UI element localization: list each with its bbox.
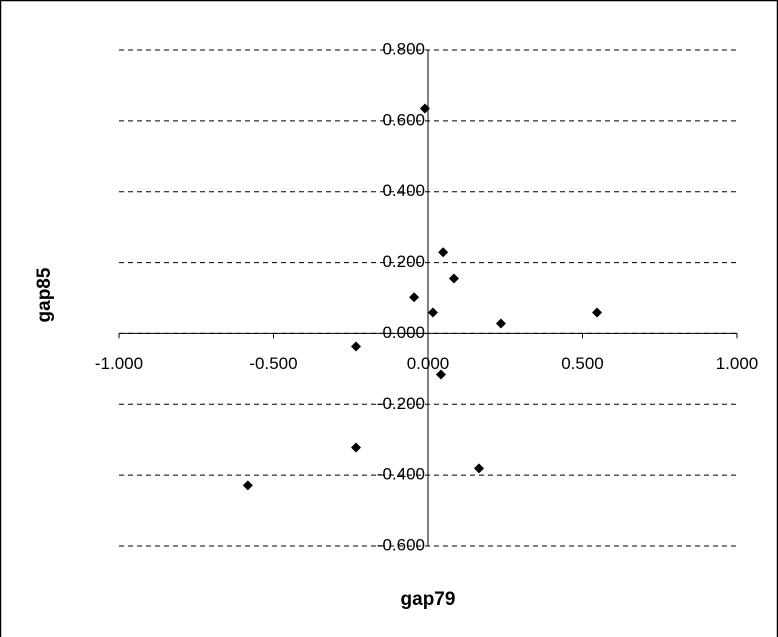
x-tick-label: 0.500 — [561, 354, 604, 373]
point — [243, 480, 253, 490]
x-tick-label: -0.500 — [249, 354, 297, 373]
page: {"chart_data": {"type": "scatter", "x_la… — [0, 0, 778, 637]
x-axis-title: gap79 — [401, 589, 456, 610]
point — [351, 443, 361, 453]
x-tick-label: -1.000 — [95, 354, 143, 373]
y-tick-label: -0.600 — [377, 535, 425, 554]
chart: gap79 gap85 -0.600 -0.400 -0.200 0.000 0.200… — [0, 0, 778, 637]
x-tick-label: 1.000 — [716, 354, 759, 373]
y-tick-label: 0.800 — [382, 39, 425, 58]
y-tick-label: 0.000 — [382, 323, 425, 342]
point — [428, 308, 438, 318]
point — [409, 292, 419, 302]
point — [351, 342, 361, 352]
point — [474, 463, 484, 473]
y-tick-label: -0.200 — [377, 394, 425, 413]
point — [438, 247, 448, 257]
y-tick-label: 0.600 — [382, 110, 425, 129]
y-tick-label: 0.400 — [382, 181, 425, 200]
y-tick-label: -0.400 — [377, 465, 425, 484]
x-tick-label: 0.000 — [407, 354, 450, 373]
point — [496, 319, 506, 329]
y-axis-title: gap85 — [34, 267, 55, 322]
y-tick-label: 0.200 — [382, 252, 425, 271]
point — [592, 308, 602, 318]
point — [449, 274, 459, 284]
